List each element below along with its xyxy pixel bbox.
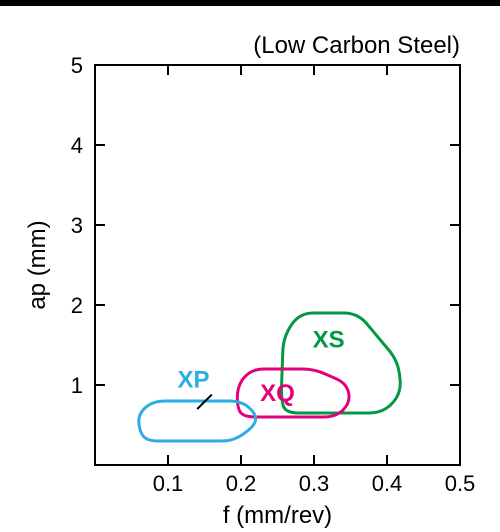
figure-page: 0.1 0.2 0.3 0.4 0.5 1 2 3 4 5 f (mm/rev) ap (mm) (Lo…: [0, 0, 500, 532]
y-axis-label: ap (mm): [24, 220, 51, 309]
ytick-label: 3: [71, 213, 83, 238]
chipbreaker-chart: 0.1 0.2 0.3 0.4 0.5 1 2 3 4 5 f (mm/rev) ap (mm) (Lo…: [0, 0, 500, 532]
xtick-label: 0.3: [299, 471, 330, 496]
ytick-label: 5: [71, 53, 83, 78]
xtick-label: 0.2: [226, 471, 257, 496]
chart-title: (Low Carbon Steel): [253, 32, 460, 59]
xtick-label: 0.1: [153, 471, 184, 496]
ytick-label: 2: [71, 293, 83, 318]
ytick-label: 4: [71, 133, 83, 158]
x-axis-label: f (mm/rev): [223, 502, 332, 529]
region-xq-label: XQ: [260, 380, 295, 407]
region-xp-label: XP: [178, 366, 210, 393]
xtick-label: 0.5: [445, 471, 476, 496]
ytick-label: 1: [71, 373, 83, 398]
xtick-label: 0.4: [372, 471, 403, 496]
region-xs-label: XS: [313, 326, 345, 353]
